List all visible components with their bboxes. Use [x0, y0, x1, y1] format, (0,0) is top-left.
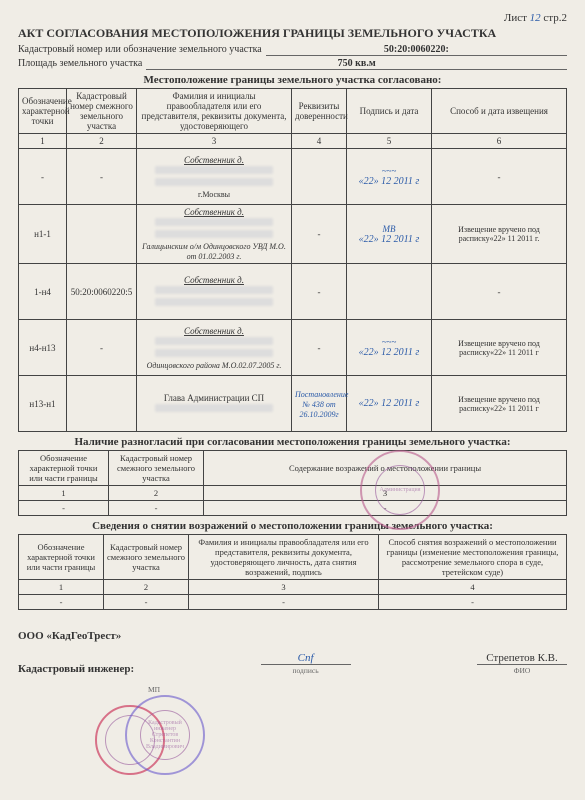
- table-row: н1-1 Собственник д.Галицынским о/м Одинц…: [19, 205, 567, 264]
- stamp-icon: Кадастровый инженер Стрепетов Константин…: [125, 695, 205, 775]
- table-row: н13-н1 Глава Администрации СП Постановле…: [19, 376, 567, 432]
- main-table: Обозначение характерной точкиКадастровый…: [18, 88, 567, 432]
- table-row: 1-н450:20:0060220:5 Собственник д. --: [19, 264, 567, 320]
- cadastral-line: Кадастровый номер или обозначение земель…: [18, 44, 567, 56]
- footer: ООО «КадГеоТрест» Кадастровый инженер: C…: [18, 630, 567, 694]
- stamp-icon: Администрация: [360, 450, 440, 530]
- page-title: АКТ СОГЛАСОВАНИЯ МЕСТОПОЛОЖЕНИЯ ГРАНИЦЫ …: [18, 26, 567, 41]
- sheet-indicator: Лист 12 стр.2: [18, 12, 567, 24]
- org-name: ООО «КадГеоТрест»: [18, 630, 121, 642]
- area-line: Площадь земельного участка 750 кв.м: [18, 58, 567, 70]
- engineer-name: Стрепетов К.В.: [477, 652, 567, 665]
- resolution-table: Обозначение характерной точки или части …: [18, 534, 567, 610]
- engineer-label: Кадастровый инженер:: [18, 663, 134, 675]
- subhead-3: Сведения о снятии возражений о местополо…: [18, 520, 567, 532]
- disputes-table: Обозначение характерной точки или части …: [18, 450, 567, 516]
- subhead-1: Местоположение границы земельного участк…: [18, 74, 567, 86]
- table-row: -- Собственник д.г.Москвы ~~~«22» 12 201…: [19, 149, 567, 205]
- signature: Cnf: [261, 652, 351, 665]
- table-row: н4-н13- Собственник д.Одинцовского район…: [19, 320, 567, 376]
- subhead-2: Наличие разногласий при согласовании мес…: [18, 436, 567, 448]
